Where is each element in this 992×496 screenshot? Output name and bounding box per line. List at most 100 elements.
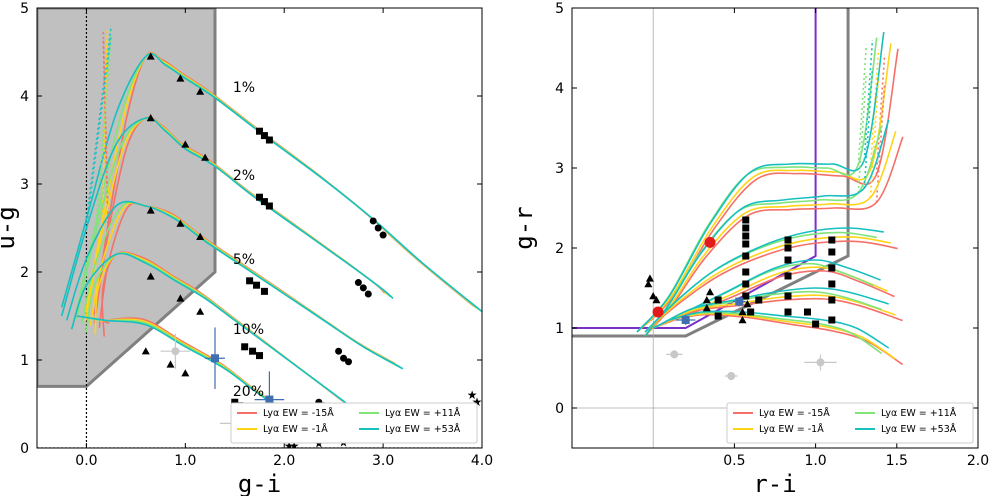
x-tick-label: 1.0 xyxy=(804,453,826,469)
y-tick-label: 3 xyxy=(20,177,29,193)
square-marker xyxy=(231,398,239,406)
square-marker xyxy=(742,252,750,260)
square-marker xyxy=(253,281,261,289)
circle-marker xyxy=(354,279,362,287)
x-tick-label: 0.5 xyxy=(723,453,745,469)
square-marker xyxy=(828,236,836,244)
square-marker xyxy=(742,240,750,248)
track-line-1-v3 xyxy=(644,119,890,337)
square-marker xyxy=(784,292,792,300)
circle-marker xyxy=(379,231,387,239)
square-marker xyxy=(256,127,263,135)
triangle-marker xyxy=(743,300,752,308)
square-marker xyxy=(828,264,836,272)
y-tick-label: 4 xyxy=(555,81,564,97)
y-tick-label: 2 xyxy=(555,241,564,257)
square-marker xyxy=(784,272,792,280)
square-marker xyxy=(742,280,750,288)
legend-label: Lyα EW = +53Å xyxy=(385,423,461,435)
plot-frame xyxy=(571,7,979,449)
square-marker xyxy=(265,202,273,210)
percent-annotation: 20% xyxy=(233,384,264,400)
triangle-marker xyxy=(652,296,661,304)
y-tick-label: 5 xyxy=(555,1,564,17)
blue-point xyxy=(681,316,690,324)
triangle-marker xyxy=(645,274,654,282)
y-tick-label: 5 xyxy=(20,1,29,17)
track-dotted-0-v2 xyxy=(857,44,868,165)
square-marker xyxy=(755,296,763,304)
track-dotted-1-v3 xyxy=(863,67,874,189)
square-marker xyxy=(260,198,268,206)
track-dotted-1-v1 xyxy=(869,77,880,198)
track-line-1-v3 xyxy=(60,116,394,317)
track-line-5-v1 xyxy=(669,312,897,360)
blue-point xyxy=(735,297,744,306)
track-line-1-v2 xyxy=(644,125,883,337)
y-tick-label: 1 xyxy=(20,353,29,369)
track-line-1-v1 xyxy=(644,130,897,337)
legend-box xyxy=(230,402,478,444)
panel-ug-gi: ★★★★★★★★★★★1% 2% 5% 10% 20% 0.0 1.0 2.0 3.0 4.0 0 1… xyxy=(0,1,493,496)
track-line-4-v3 xyxy=(660,287,889,325)
square-marker xyxy=(828,316,836,324)
circle-marker xyxy=(340,354,348,362)
square-marker xyxy=(784,236,792,244)
square-marker xyxy=(249,347,257,355)
square-marker xyxy=(246,277,254,285)
y-tick-label: 2 xyxy=(20,265,29,281)
triangle-marker xyxy=(146,52,155,60)
y-tick-label: 3 xyxy=(555,161,564,177)
x-tick-label: 3.0 xyxy=(372,453,394,469)
track-line-4-v0 xyxy=(661,297,903,325)
square-marker xyxy=(812,320,820,328)
plot-area xyxy=(572,8,978,448)
triangle-marker xyxy=(181,140,190,148)
square-marker xyxy=(241,343,249,351)
track-line-5-v0 xyxy=(669,313,904,366)
square-marker xyxy=(714,312,722,320)
selection-region xyxy=(37,8,217,388)
track-line-2-v1 xyxy=(644,236,891,333)
x-tick-label: 4.0 xyxy=(471,453,493,469)
square-marker xyxy=(742,216,750,224)
triangle-marker xyxy=(706,288,715,296)
legend-label: Lyα EW = +53Å xyxy=(881,423,957,435)
square-marker xyxy=(784,244,792,252)
track-line-2-v3 xyxy=(644,227,884,333)
triangle-marker xyxy=(181,369,190,377)
circle-marker xyxy=(374,224,382,232)
star-marker: ★ xyxy=(467,388,478,402)
square-marker xyxy=(828,248,836,256)
x-tick-label: 0.0 xyxy=(75,453,97,469)
legend-label: Lyα EW = -15Å xyxy=(759,407,830,419)
square-marker xyxy=(784,308,792,316)
red-point xyxy=(652,306,664,318)
track-dotted-1-v2 xyxy=(857,72,868,193)
star-marker: ★ xyxy=(289,439,300,453)
square-marker xyxy=(828,280,836,288)
x-axis-label: r-i xyxy=(753,470,796,496)
track-dotted-1-v2 xyxy=(95,36,112,231)
square-marker xyxy=(803,308,811,316)
y-axis-label: u-g xyxy=(0,206,20,249)
star-marker: ★ xyxy=(472,395,483,409)
square-marker xyxy=(828,296,836,304)
legend-label: Lyα EW = -1Å xyxy=(759,423,824,435)
gray-point xyxy=(171,347,180,356)
y-tick-label: 4 xyxy=(20,89,29,105)
triangle-marker xyxy=(649,292,658,300)
blue-point xyxy=(265,395,274,404)
red-point xyxy=(704,236,716,248)
x-tick-label: 1.5 xyxy=(886,453,908,469)
percent-annotation: 2% xyxy=(233,168,255,184)
legend-label: Lyα EW = +11Å xyxy=(385,407,461,419)
legend: Lyα EW = -15Å Lyα EW = +11Å Lyα EW = -1Å Ly… xyxy=(726,402,974,444)
track-line-5-v3 xyxy=(669,310,890,349)
square-marker xyxy=(742,268,750,276)
triangle-marker xyxy=(201,153,210,161)
gray-point xyxy=(727,372,736,380)
triangle-marker xyxy=(738,308,747,316)
track-dotted-0-v3 xyxy=(863,39,874,161)
